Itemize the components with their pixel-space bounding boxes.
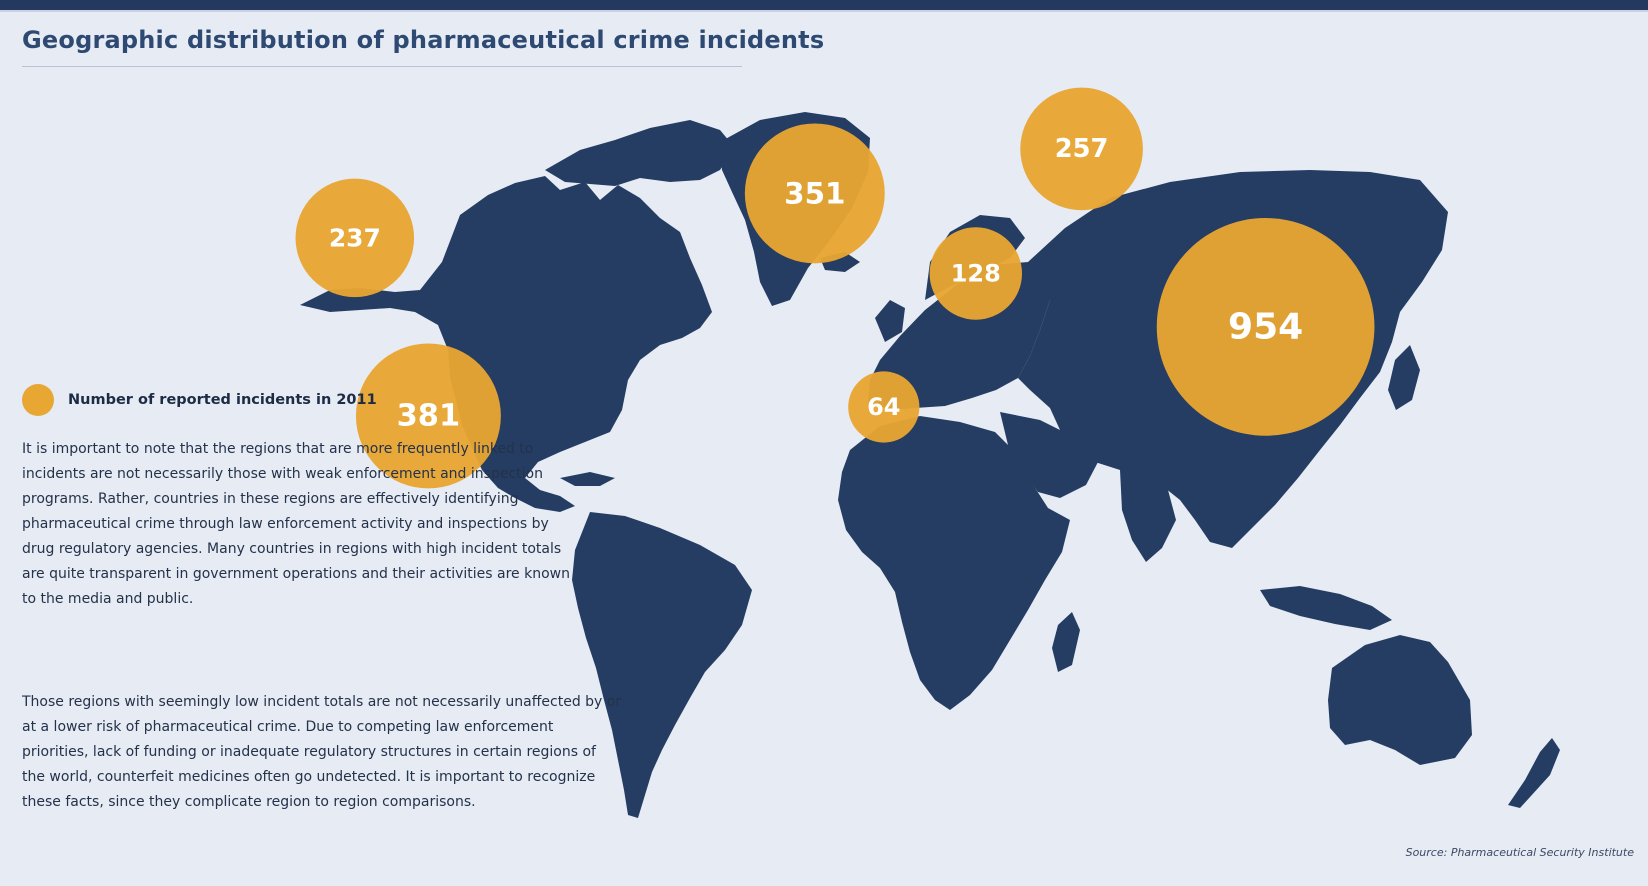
legend-label: Number of reported incidents in 2011 bbox=[68, 392, 377, 408]
bubble-africa: 64 bbox=[848, 371, 920, 443]
legend: Number of reported incidents in 2011 bbox=[22, 384, 377, 416]
bubble-circle-eurasia bbox=[1020, 87, 1143, 211]
bubble-asia: 954 bbox=[1156, 218, 1375, 436]
caribbean-islands bbox=[560, 472, 615, 486]
australia-landmass bbox=[1328, 635, 1472, 765]
title-divider bbox=[22, 66, 742, 67]
body-paragraph-1: It is important to note that the regions… bbox=[22, 441, 570, 607]
new-zealand bbox=[1508, 738, 1560, 808]
bubble-label-eurasia: 257 bbox=[1055, 134, 1109, 164]
madagascar bbox=[1052, 612, 1080, 672]
bubble-circle-latin-america bbox=[355, 343, 501, 489]
arctic-islands bbox=[545, 120, 735, 186]
africa-landmass bbox=[838, 416, 1070, 710]
bubble-circle-near-east bbox=[929, 227, 1023, 320]
indian-subcontinent bbox=[1120, 470, 1176, 562]
southeast-asia-islands bbox=[1260, 586, 1392, 630]
bubble-europe: 351 bbox=[744, 123, 885, 264]
bubble-label-near-east: 128 bbox=[951, 260, 1001, 288]
body-paragraph-2: Those regions with seemingly low inciden… bbox=[22, 694, 622, 810]
bubble-label-asia: 954 bbox=[1228, 306, 1303, 347]
bubble-label-latin-america: 381 bbox=[397, 398, 461, 433]
arabian-peninsula bbox=[1000, 412, 1098, 498]
bubble-circle-north-america bbox=[295, 178, 415, 298]
legend-circle-icon bbox=[22, 384, 54, 416]
bubble-circle-europe bbox=[744, 123, 885, 264]
bubble-label-north-america: 237 bbox=[329, 223, 381, 252]
bubble-label-africa: 64 bbox=[867, 393, 900, 421]
bubble-near-east: 128 bbox=[929, 227, 1023, 320]
north-america-landmass bbox=[300, 176, 712, 512]
bubble-circle-asia bbox=[1156, 218, 1375, 436]
bubble-north-america: 237 bbox=[295, 178, 415, 298]
bubble-latin-america: 381 bbox=[355, 343, 501, 489]
page-title: Geographic distribution of pharmaceutica… bbox=[22, 26, 825, 54]
top-border bbox=[0, 0, 1648, 12]
british-isles bbox=[875, 300, 905, 342]
bubble-circle-africa bbox=[848, 371, 920, 443]
japan-islands bbox=[1388, 345, 1420, 410]
bubble-label-europe: 351 bbox=[784, 176, 845, 210]
bubble-eurasia: 257 bbox=[1020, 87, 1143, 211]
source-credit: Source: Pharmaceutical Security Institut… bbox=[1405, 846, 1634, 859]
south-america-landmass bbox=[572, 512, 752, 818]
